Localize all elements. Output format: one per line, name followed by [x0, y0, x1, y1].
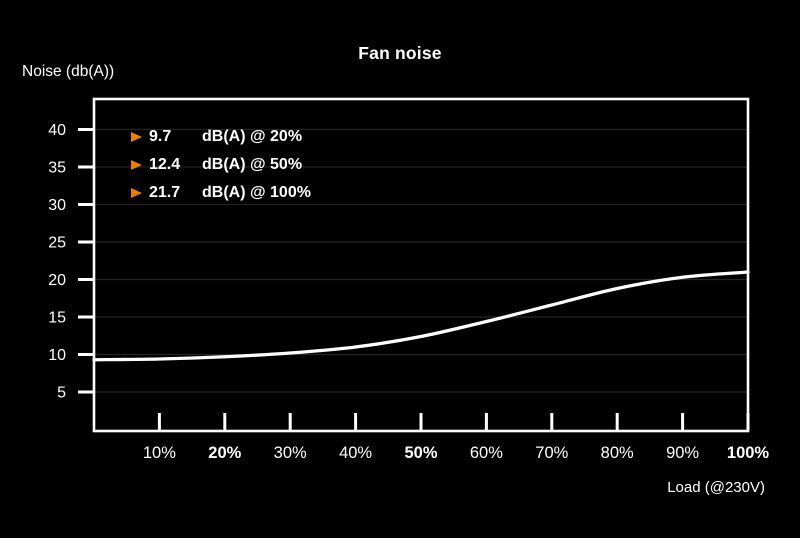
- legend-item: 9.7 dB(A) @ 20%: [131, 123, 311, 151]
- x-tick-label: 100%: [727, 444, 770, 462]
- noise-curve: [92, 270, 750, 362]
- x-tick-label: 20%: [208, 444, 241, 462]
- chart-title: Fan noise: [358, 43, 442, 63]
- legend-item: 12.4 dB(A) @ 50%: [131, 151, 311, 179]
- y-tick-label: 40: [48, 122, 66, 139]
- y-tick-label: 15: [48, 310, 66, 327]
- x-tick-label: 60%: [470, 444, 503, 462]
- x-tick-label: 50%: [404, 444, 437, 462]
- legend-item: 21.7 dB(A) @ 100%: [131, 179, 311, 207]
- plot-border: [92, 97, 750, 433]
- legend-value: 12.4: [149, 156, 181, 173]
- y-tick-label: 35: [48, 160, 66, 177]
- y-tick-label: 5: [57, 385, 66, 402]
- legend: 9.7 dB(A) @ 20% 12.4 dB(A) @ 50% 21.7 dB…: [131, 123, 311, 207]
- x-tick-label: 90%: [666, 444, 699, 462]
- x-tick-label: 10%: [143, 444, 176, 462]
- triangle-marker-icon: [131, 132, 142, 142]
- legend-label: dB(A) @ 20%: [202, 128, 303, 145]
- y-tick-label: 30: [48, 197, 66, 214]
- x-tick-label: 80%: [601, 444, 634, 462]
- triangle-marker-icon: [131, 188, 142, 198]
- y-tick-label: 20: [48, 272, 66, 289]
- y-axis-label: Noise (db(A)): [22, 63, 115, 80]
- legend-value: 21.7: [149, 184, 181, 201]
- y-tick-label: 10: [48, 347, 66, 364]
- y-tick-label: 25: [48, 235, 66, 252]
- x-tick-label: 70%: [535, 444, 568, 462]
- x-axis-label: Load (@230V): [667, 479, 765, 496]
- x-tick-label: 30%: [274, 444, 307, 462]
- triangle-marker-icon: [131, 160, 142, 170]
- legend-label: dB(A) @ 50%: [202, 156, 303, 173]
- legend-value: 9.7: [149, 128, 172, 145]
- x-tick-label: 40%: [339, 444, 372, 462]
- legend-label: dB(A) @ 100%: [202, 184, 311, 201]
